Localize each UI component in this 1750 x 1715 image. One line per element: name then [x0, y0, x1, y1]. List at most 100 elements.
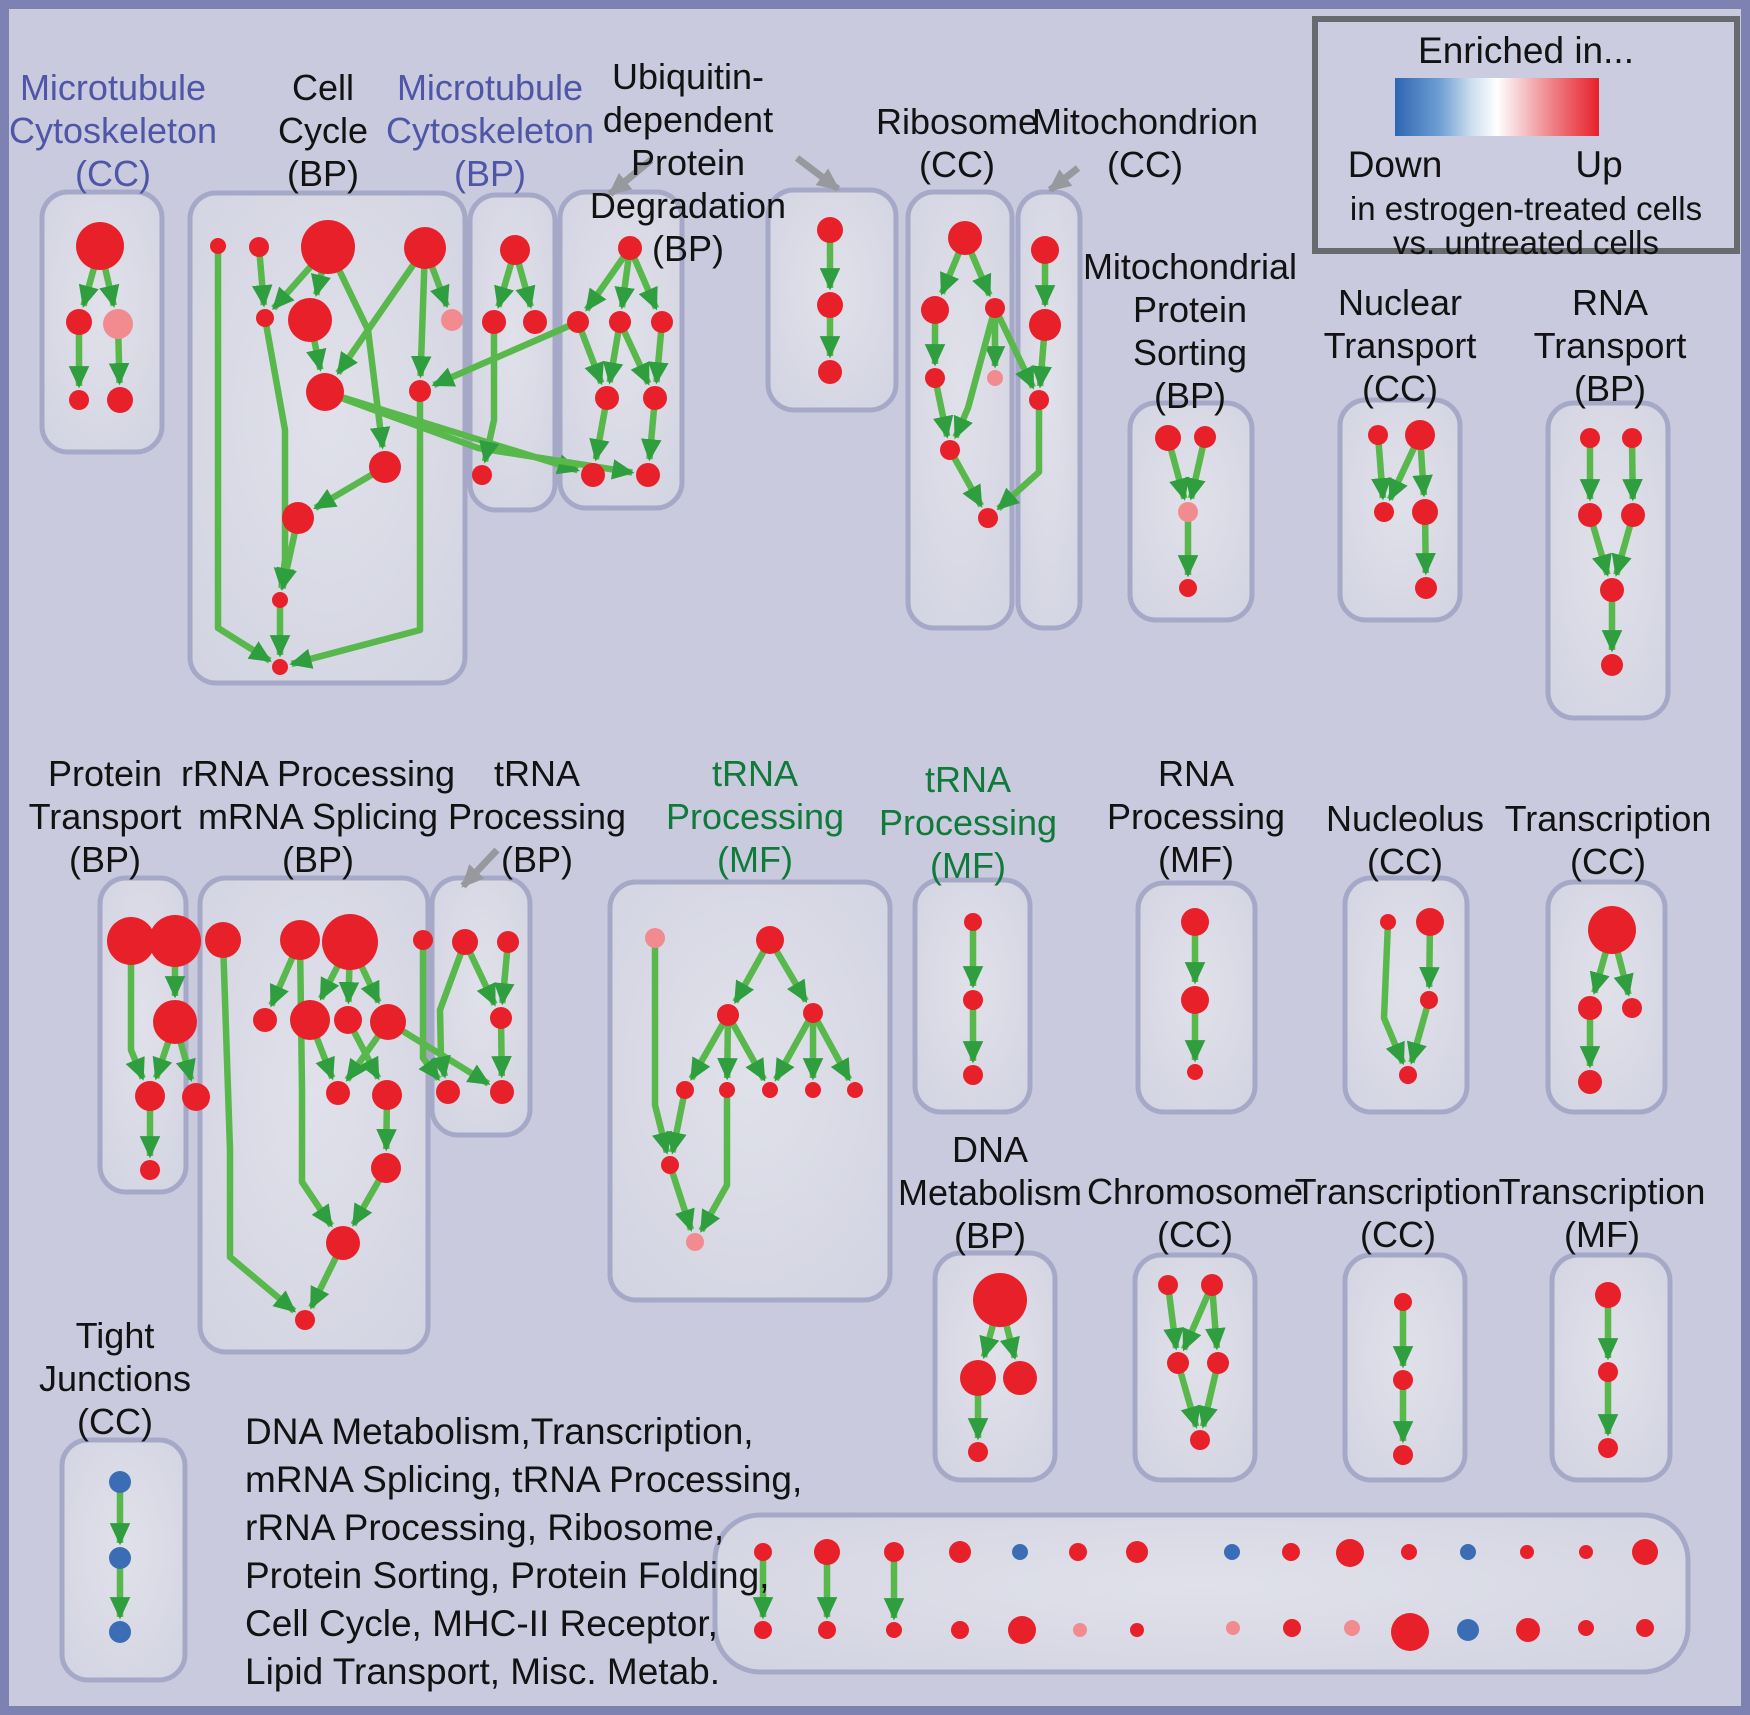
node-rib-3 [925, 368, 945, 388]
node-wide-12 [1126, 1541, 1148, 1563]
node-wide-22 [1460, 1544, 1476, 1560]
node-ub-6 [581, 463, 605, 487]
node-tmf2-1 [963, 990, 983, 1010]
node-pt-0 [107, 917, 155, 965]
node-tbp-0 [452, 929, 478, 955]
node-mbp-0 [500, 235, 530, 265]
node-mcc-0 [76, 222, 124, 270]
node-mbp-1 [482, 310, 506, 334]
node-tmf3-1 [1598, 1362, 1618, 1382]
node-cc-3 [404, 227, 446, 269]
node-rrna-6 [334, 1006, 362, 1034]
legend-down-label: Down [1347, 144, 1443, 185]
node-mcc-4 [107, 387, 133, 413]
node-tcc2-2 [1393, 1445, 1413, 1465]
mitochondrion-pointer-icon [1047, 165, 1081, 193]
node-wide-9 [1008, 1616, 1036, 1644]
node-rrna-0 [205, 922, 241, 958]
node-rt-4 [1600, 578, 1624, 602]
cluster-nucl-box [1342, 875, 1470, 1115]
node-ub-7 [636, 463, 660, 487]
edge-tbp.0-to-tbp.3 [430, 940, 469, 1079]
node-cc-1 [249, 237, 269, 257]
node-wide-20 [1401, 1544, 1417, 1560]
node-tcc-2 [1622, 998, 1642, 1018]
node-rpmf-0 [1181, 908, 1209, 936]
label-dna: DNA Metabolism (BP) [897, 1129, 1083, 1256]
node-rrna-9 [372, 1080, 402, 1110]
node-dna-2 [1003, 1361, 1037, 1395]
edge-ub.1-to-cc.8 [431, 319, 580, 388]
edge-tmf.0-to-tmf.9 [651, 938, 673, 1155]
node-dna-3 [968, 1442, 988, 1462]
node-wide-6 [949, 1541, 971, 1563]
node-rrna-1 [280, 920, 320, 960]
label-mps: Mitochondrial Protein Sorting (BP) [1082, 246, 1298, 416]
node-nt-4 [1415, 577, 1437, 599]
node-wide-2 [814, 1539, 840, 1565]
node-chr-0 [1158, 1275, 1178, 1295]
node-tmf-0 [645, 928, 665, 948]
node-nt-2 [1374, 502, 1394, 522]
edge-cc.0-to-cc.12 [214, 246, 272, 664]
node-rt-1 [1622, 428, 1642, 448]
node-nt-1 [1405, 420, 1435, 450]
node-cc-0 [210, 238, 226, 254]
node-tbp-4 [490, 1080, 514, 1104]
node-tmf2-0 [964, 913, 982, 931]
node-rib-5 [940, 440, 960, 460]
edge-chr.0-to-chr.2 [1163, 1284, 1184, 1351]
edge-tmf.2-to-tmf.4 [688, 1013, 731, 1081]
edge-rib.2-to-mito.2 [992, 306, 1036, 390]
node-wide-26 [1579, 1545, 1593, 1559]
node-mcc-3 [69, 390, 89, 410]
node-tmf-4 [676, 1081, 694, 1099]
node-ub-5 [643, 386, 667, 410]
node-tj-1 [109, 1547, 131, 1569]
node-cc-5 [288, 298, 332, 342]
label-mito: Mitochondrion (CC) [1031, 101, 1259, 185]
node-cc-12 [272, 659, 288, 675]
legend-gradient-bar [1395, 78, 1599, 136]
node-rrna-3 [413, 930, 433, 950]
edge-tmf.4-to-tmf.9 [666, 1089, 689, 1155]
node-nucl-0 [1380, 914, 1396, 930]
node-wide-1 [754, 1621, 772, 1639]
trna-bp-pointer-icon [460, 847, 500, 889]
node-pt-1 [149, 915, 201, 967]
node-mcc-1 [66, 309, 92, 335]
legend-up-label: Up [1575, 144, 1623, 185]
label-ub: Ubiquitin- dependent Protein Degradation… [589, 56, 787, 269]
edge-ub.2-to-ub.5 [617, 320, 652, 386]
node-dna-0 [973, 1273, 1027, 1327]
node-wide-24 [1520, 1545, 1534, 1559]
node-rrna-8 [326, 1081, 350, 1105]
node-wide-15 [1226, 1621, 1240, 1635]
node-tj-0 [109, 1471, 131, 1493]
node-cc-7 [306, 373, 344, 411]
edge-tmf.3-to-tmf.6 [773, 1011, 816, 1082]
node-ub-3 [651, 311, 673, 333]
node-wide-7 [951, 1621, 969, 1639]
ubiquitin-right-pointer-icon [794, 155, 841, 192]
label-tmf2: tRNA Processing (MF) [878, 759, 1058, 886]
node-dna-1 [960, 1360, 996, 1396]
edge-tmf.2-to-tmf.6 [725, 1013, 767, 1082]
node-rt-3 [1621, 503, 1645, 527]
node-wide-29 [1636, 1619, 1654, 1637]
node-mps-3 [1179, 579, 1197, 597]
node-rrna-5 [290, 1000, 330, 1040]
node-rib-2 [985, 298, 1005, 318]
node-wide-10 [1069, 1543, 1087, 1561]
node-tbp-3 [436, 1080, 460, 1104]
label-rib: Ribosome (CC) [875, 101, 1039, 185]
node-tmf2-2 [963, 1065, 983, 1085]
node-rt-2 [1578, 503, 1602, 527]
node-ub-4 [595, 386, 619, 410]
edge-pt.0-to-pt.3 [125, 941, 146, 1081]
node-wide-27 [1578, 1620, 1594, 1636]
edge-rib.2-to-rib.5 [952, 307, 999, 440]
edge-nt.0-to-nt.2 [1371, 434, 1392, 501]
